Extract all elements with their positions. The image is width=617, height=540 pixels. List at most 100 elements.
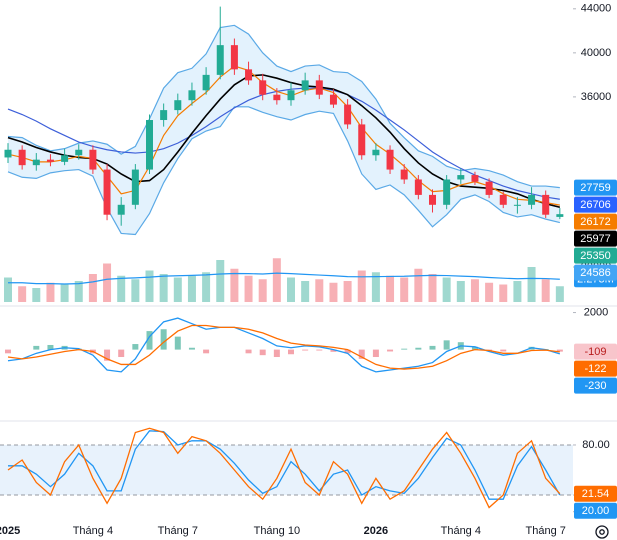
histogram-bar: [273, 349, 280, 358]
value-badge: [574, 230, 617, 247]
volume-bar: [428, 274, 437, 302]
plot-area: [0, 6, 573, 509]
volume-bar: [414, 268, 423, 302]
value-badge-label: 26706: [580, 199, 611, 211]
candle-body: [202, 74, 210, 91]
value-badge: [574, 502, 617, 519]
histogram-bar: [5, 349, 11, 354]
y-tick-label: 80.00: [582, 439, 610, 451]
volume-bar: [357, 270, 366, 302]
histogram-bar: [443, 340, 450, 350]
volume-bar: [315, 279, 324, 302]
volume-bar: [74, 281, 83, 302]
histogram-bar: [146, 331, 153, 350]
x-tick-label: 2025: [0, 525, 20, 537]
candle-body: [160, 110, 168, 121]
line: [7, 324, 560, 370]
candle-body: [188, 90, 196, 101]
line: [7, 106, 560, 236]
volume-bar: [456, 281, 465, 302]
histogram-bar: [556, 349, 563, 352]
line: [8, 272, 560, 285]
volume-bar: [32, 288, 41, 302]
candle-body: [61, 155, 69, 162]
settings-icon[interactable]: [595, 525, 609, 539]
x-tick-label: Tháng 10: [254, 525, 300, 537]
histogram-bar: [33, 345, 40, 350]
candle-body: [513, 204, 521, 206]
value-badge: [574, 485, 617, 502]
candle-body: [457, 175, 465, 180]
candle-body: [528, 194, 536, 205]
volume-bar: [287, 277, 295, 302]
histogram-bar: [387, 349, 394, 352]
candle-body: [131, 169, 139, 205]
y-tick-label: 2000: [584, 306, 608, 318]
x-tick-label: Tháng 4: [73, 525, 113, 537]
histogram-bar: [245, 349, 252, 354]
volume-bar: [541, 279, 550, 302]
candle-body: [75, 149, 83, 156]
candle-body: [344, 104, 352, 125]
histogram-bar: [358, 349, 365, 359]
x-tick-label: 2026: [364, 525, 388, 537]
value-badge: [574, 377, 617, 394]
histogram-bar: [372, 349, 379, 358]
x-tick-label: Tháng 7: [158, 525, 198, 537]
value-badge: [574, 247, 617, 264]
volume-bar: [202, 272, 211, 302]
volume-bar: [386, 275, 395, 302]
candle-body: [18, 149, 26, 166]
histogram-bar: [104, 349, 111, 361]
histogram-bar: [302, 349, 309, 351]
value-badge-label: -230: [584, 380, 606, 392]
candle-body: [174, 100, 182, 111]
histogram-bar: [160, 329, 167, 350]
histogram-bar: [344, 349, 351, 354]
line: [7, 427, 561, 509]
line: [7, 317, 561, 373]
y-tick-label: 36000: [581, 91, 612, 103]
volume-bar: [18, 286, 27, 302]
y-tick-label: 44000: [581, 3, 612, 15]
candle-body: [471, 175, 479, 182]
volume-bar: [371, 272, 380, 302]
value-badge-label: -109: [584, 346, 606, 358]
candle-body: [287, 90, 295, 101]
volume-bar: [470, 279, 479, 302]
line: [7, 24, 560, 189]
candle-body: [301, 80, 309, 91]
histogram-bar: [401, 348, 408, 350]
candle-body: [372, 149, 380, 156]
value-badge-label: 21.54: [582, 488, 610, 500]
volume-bar: [159, 274, 168, 302]
volume-bar: [187, 275, 196, 302]
value-badge-label: 20.00: [582, 505, 610, 517]
candle-body: [499, 194, 507, 205]
histogram-bar: [415, 347, 422, 350]
candle-body: [273, 94, 281, 101]
volume-bar: [145, 270, 154, 302]
volume-bar: [230, 268, 239, 302]
value-badge: [574, 343, 617, 360]
candle-body: [443, 179, 451, 205]
candle-body: [414, 179, 422, 195]
histogram-bar: [259, 349, 266, 356]
volume-bar: [343, 281, 352, 302]
candle-body: [259, 80, 267, 95]
volume-bar: [258, 279, 267, 302]
value-badge-label: 25350: [580, 250, 611, 262]
candle-body: [103, 169, 111, 215]
candle-body: [485, 181, 493, 195]
line: [7, 74, 561, 209]
candle-body: [329, 94, 337, 105]
candle-body: [400, 169, 408, 180]
volume-bar: [131, 279, 140, 302]
value-badge: [574, 360, 617, 377]
volume-bar: [46, 282, 55, 302]
line: [8, 430, 561, 500]
value-badge-label: 25977: [580, 233, 611, 245]
volume-bar: [244, 275, 253, 302]
candle-body: [89, 149, 97, 170]
